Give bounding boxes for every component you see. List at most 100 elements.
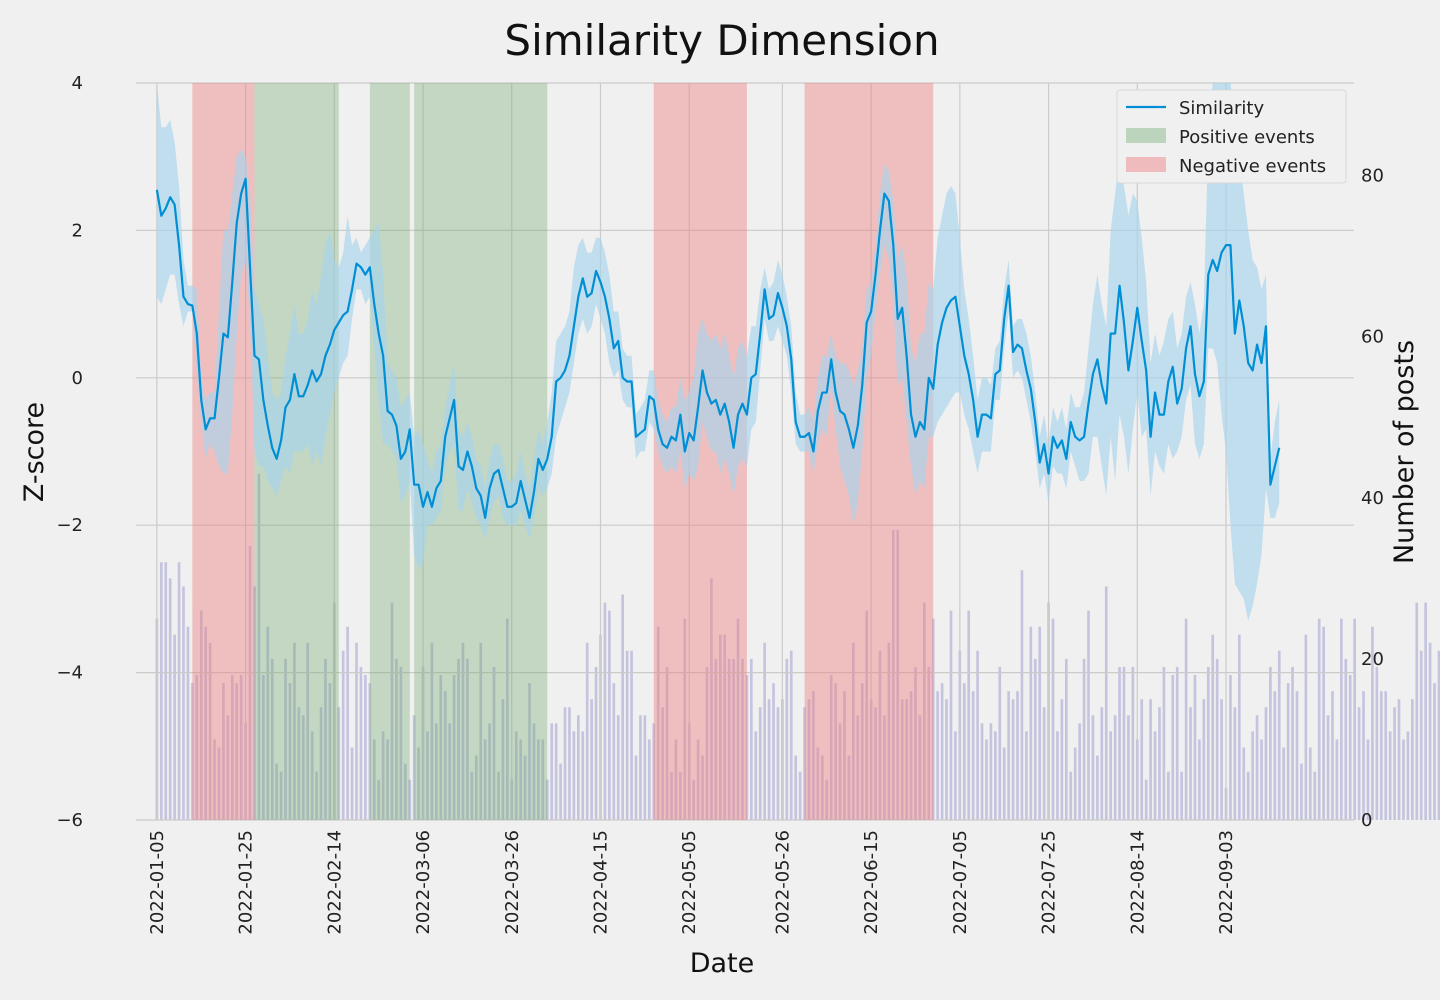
posts-bar [346,626,349,820]
posts-bar [1384,691,1388,820]
posts-bar [452,675,456,820]
posts-bar [1042,707,1046,820]
posts-bar [745,675,749,820]
x-tick-label: 2022-01-25 [236,830,257,935]
posts-bar [1291,666,1294,820]
posts-bar [270,658,274,820]
x-tick-label: 2022-09-03 [1216,830,1237,935]
posts-bar [1171,675,1175,820]
posts-bar [1424,602,1427,820]
posts-bar [1428,642,1432,820]
posts-bar [639,715,642,820]
posts-bar [279,771,283,820]
posts-bar [865,610,869,820]
posts-bar [457,658,460,820]
posts-bar [1211,634,1215,820]
posts-bar [235,683,239,820]
posts-bar [718,634,722,820]
posts-bar [1029,626,1033,820]
posts-bar [710,578,713,820]
posts-bar [1104,586,1108,820]
posts-bar [670,771,673,820]
x-tick-label: 2022-08-14 [1127,830,1148,935]
posts-bar [523,755,527,820]
posts-bar [714,658,718,820]
posts-bar [918,715,922,820]
y2-tick-label: 40 [1361,488,1384,509]
posts-bar [408,779,412,820]
posts-bar [603,602,607,820]
posts-bar [656,626,660,820]
posts-bar [359,666,363,820]
posts-bar [1326,715,1330,820]
posts-bar [1140,699,1144,820]
posts-bar [812,691,815,820]
posts-bar [750,658,753,820]
posts-bar [222,683,225,820]
x-tick-label: 2022-04-15 [591,830,612,935]
posts-bar [1335,739,1339,820]
posts-bar [723,634,727,820]
posts-bar [772,683,775,820]
posts-bar [581,731,585,820]
posts-bar [891,530,895,820]
posts-bar [568,707,571,820]
posts-bar [1131,666,1135,820]
posts-bar [608,610,611,820]
posts-bar [412,715,416,820]
posts-bar [994,731,997,820]
posts-bar [554,723,558,820]
posts-bar [1273,691,1277,820]
posts-bar [186,626,190,820]
posts-bar [927,666,931,820]
posts-bar [213,739,216,820]
posts-bar [820,755,824,820]
posts-bar [794,755,798,820]
posts-bar [874,707,877,820]
posts-bar [949,610,953,820]
posts-bar [1073,747,1077,820]
posts-bar [448,723,451,820]
posts-bar [856,715,860,820]
posts-bar [1144,779,1148,820]
posts-bar [1353,618,1356,820]
posts-bar [288,683,292,820]
posts-bar [630,650,633,820]
posts-bar [1149,699,1152,820]
posts-bar [705,666,709,820]
legend-negative-swatch [1126,157,1166,172]
posts-bar [621,594,625,820]
posts-bar [545,779,549,820]
y-tick-label: 4 [72,73,83,94]
posts-bar [443,691,447,820]
posts-bar [905,699,908,820]
posts-bar [1087,610,1090,820]
x-tick-label: 2022-05-26 [772,830,793,935]
posts-bar [470,771,474,820]
posts-bar [417,747,420,820]
posts-bar [1415,602,1419,820]
posts-bar [204,626,207,820]
posts-bar [1388,731,1392,820]
posts-bar [807,699,811,820]
posts-bar [1331,691,1334,820]
posts-bar [1206,666,1210,820]
posts-bar [1340,618,1343,820]
posts-bar [1295,691,1299,820]
posts-bar [1127,715,1130,820]
posts-bar [816,747,820,820]
posts-bar [1064,658,1068,820]
posts-bar [741,658,744,820]
posts-bar [1011,699,1015,820]
gridlines [136,82,1354,821]
posts-bar [239,675,243,820]
posts-bar [497,771,500,820]
posts-bar [1215,658,1219,820]
posts-bar [732,658,735,820]
y-tick-label: 0 [72,368,83,389]
posts-bar [1016,691,1019,820]
posts-bar [230,675,234,820]
posts-bar [563,707,567,820]
posts-bar [1002,747,1006,820]
posts-bar [878,650,882,820]
